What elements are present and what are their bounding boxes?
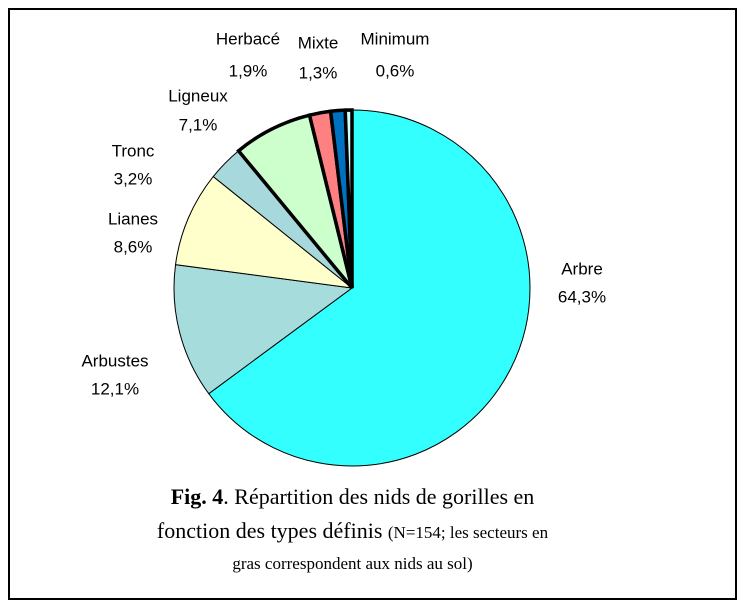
slice-label: Herbacé [216,29,280,48]
pie-slice [208,109,531,467]
caption-text: fonction des types définis [156,518,383,543]
value-label: 3,2% [114,169,153,188]
frame [8,8,737,600]
pie-slice [173,264,354,395]
value-label: 1,3% [299,63,338,82]
pie-slice [174,175,354,289]
caption-line: Fig. 4. Répartition des nids de gorilles… [0,480,705,514]
caption-note: (N=154; les secteurs en [387,523,549,542]
value-label: 12,1% [91,379,139,398]
pie-slice [343,108,354,289]
value-label: 0,6% [376,61,415,80]
value-label: 8,6% [114,237,153,256]
slice-label: Minimum [361,29,430,48]
caption-line: fonction des types définis (N=154; les s… [0,514,705,550]
slice-label: Tronc [112,141,155,160]
value-label: 7,1% [179,115,218,134]
slice-label: Mixte [298,33,339,52]
slice-label: Ligneux [168,86,228,105]
caption-label: Fig. 4 [170,484,224,509]
slice-label: Lianes [108,209,158,228]
caption: Fig. 4. Répartition des nids de gorilles… [0,480,705,578]
caption-text: . Répartition des nids de gorilles en [223,484,535,509]
value-label: 1,9% [229,61,268,80]
slice-label: Arbre [561,259,603,278]
slice-label: Arbustes [81,351,148,370]
caption-note: gras correspondent aux nids au sol) [232,554,473,573]
value-label: 64,3% [558,287,606,306]
